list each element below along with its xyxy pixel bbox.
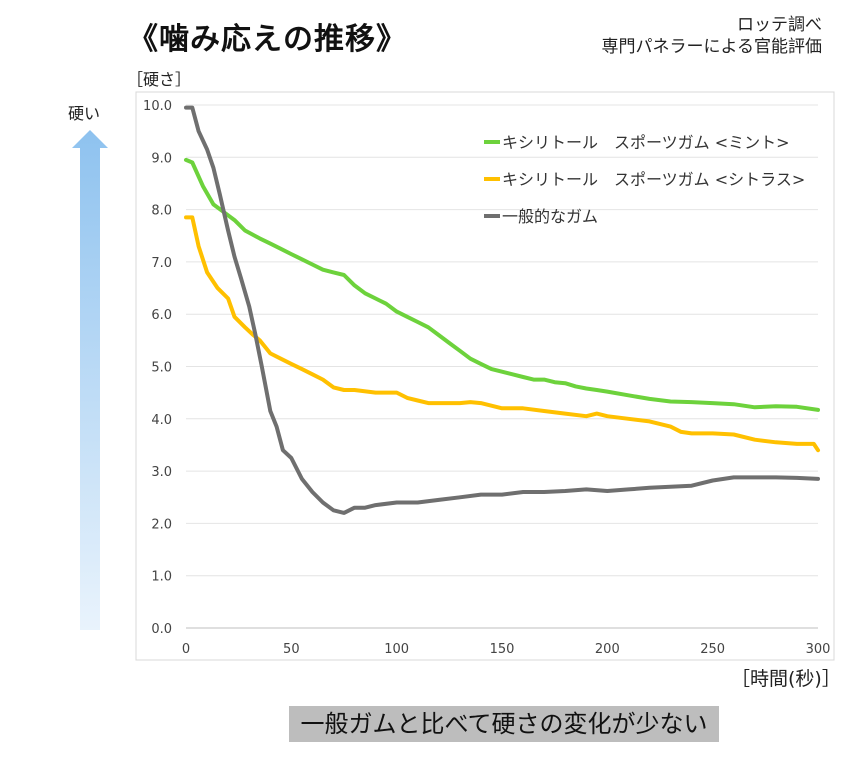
x-tick-label: 0	[182, 642, 190, 657]
y-tick-label: 7.0	[151, 256, 172, 271]
grid-lines	[186, 104, 818, 577]
series-line-general	[184, 105, 820, 515]
legend: キシリトール スポーツガム <ミント> キシリトール スポーツガム <シトラス> 一…	[484, 133, 805, 226]
y-tick-label: 4.0	[151, 413, 172, 428]
legend-label-general: 一般的なガム	[502, 207, 598, 226]
legend-label-mint: キシリトール スポーツガム <ミント>	[502, 133, 790, 152]
hardness-up-arrow-icon	[72, 130, 108, 630]
x-tick-label: 300	[806, 642, 831, 657]
series-line-citrus	[184, 215, 820, 453]
x-tick-label: 250	[700, 642, 725, 657]
chart-title: 《噛み応えの推移》	[128, 22, 407, 57]
plot-area-frame	[135, 91, 835, 661]
y-tick-label: 9.0	[151, 151, 172, 166]
source-line-2: 専門パネラーによる官能評価	[601, 37, 823, 57]
hardness-arrow-label: 硬い	[68, 104, 101, 123]
x-tick-label: 50	[283, 642, 300, 657]
y-tick-label: 5.0	[151, 361, 172, 376]
x-tick-label: 100	[384, 642, 409, 657]
y-tick-label: 8.0	[151, 204, 172, 219]
y-tick-label: 1.0	[151, 570, 172, 585]
y-axis-label: ［硬さ］	[127, 70, 192, 89]
x-axis-label: ［時間(秒)］	[731, 668, 841, 690]
y-tick-label: 0.0	[151, 622, 172, 637]
x-tick-label: 200	[595, 642, 620, 657]
source-line-1: ロッテ調べ	[737, 15, 822, 35]
y-tick-label: 6.0	[151, 308, 172, 323]
summary-caption: 一般ガムと比べて硬さの変化が少ない	[289, 706, 719, 742]
x-tick-label: 150	[490, 642, 515, 657]
legend-label-citrus: キシリトール スポーツガム <シトラス>	[502, 170, 805, 189]
y-tick-label: 10.0	[143, 99, 172, 114]
series-line-mint	[184, 157, 820, 412]
source-note: ロッテ調べ 専門パネラーによる官能評価	[602, 14, 823, 58]
series-lines	[184, 105, 820, 515]
y-tick-label: 3.0	[151, 465, 172, 480]
y-tick-label: 2.0	[151, 517, 172, 532]
axes: 0.0 1.0 2.0 3.0 4.0 5.0 6.0 7.0 8.0 9.0 10.0 0 50 100…	[143, 99, 830, 657]
